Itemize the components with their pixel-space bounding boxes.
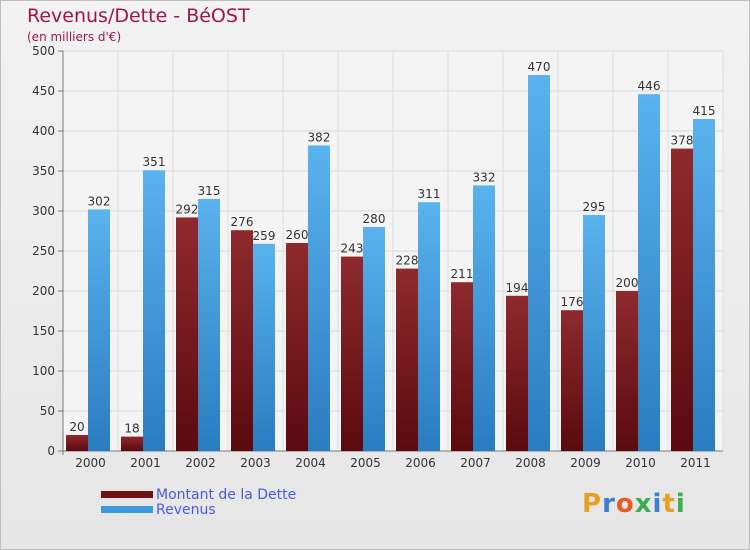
- logo-letter: o: [615, 489, 635, 519]
- data-label-revenus: 315: [198, 184, 221, 198]
- bar-debt: [506, 295, 528, 451]
- proxiti-logo: Proxiti: [582, 489, 686, 519]
- legend-item-revenus: Revenus: [101, 501, 296, 518]
- data-label-revenus: 415: [693, 104, 716, 118]
- x-tick-label: 2001: [130, 456, 161, 470]
- bar-revenus: [363, 227, 385, 451]
- data-label-revenus: 259: [253, 229, 276, 243]
- bar-debt: [616, 291, 638, 451]
- x-tick-label: 2005: [350, 456, 381, 470]
- y-tick-label: 100: [32, 364, 55, 378]
- x-tick-label: 2007: [460, 456, 491, 470]
- y-tick-label: 200: [32, 284, 55, 298]
- data-label-debt: 194: [506, 281, 529, 295]
- bar-revenus: [88, 209, 110, 451]
- legend-item-debt: Montant de la Dette: [101, 486, 297, 503]
- bar-debt: [561, 310, 583, 451]
- y-tick-label: 450: [32, 84, 55, 98]
- logo-letter: t: [662, 489, 676, 519]
- x-tick-label: 2010: [625, 456, 656, 470]
- bar-revenus: [143, 170, 165, 451]
- bar-debt: [451, 282, 473, 451]
- data-label-debt: 276: [231, 215, 254, 229]
- data-label-debt: 211: [451, 267, 474, 281]
- logo-letter: i: [652, 489, 663, 519]
- bar-debt: [231, 230, 253, 451]
- bar-revenus: [418, 202, 440, 451]
- bar-debt: [396, 268, 418, 451]
- bar-debt: [671, 148, 693, 451]
- x-tick-label: 2009: [570, 456, 601, 470]
- data-label-revenus: 382: [308, 130, 331, 144]
- logo-letter: i: [675, 489, 686, 519]
- data-label-debt: 20: [69, 420, 84, 434]
- data-label-revenus: 311: [418, 187, 441, 201]
- legend-label-revenus: Revenus: [156, 501, 216, 518]
- bar-revenus: [693, 119, 715, 451]
- data-label-debt: 292: [176, 202, 199, 216]
- chart-subtitle: (en milliers d'€): [27, 30, 122, 44]
- data-label-debt: 176: [561, 295, 584, 309]
- legend: Montant de la Dette Revenus: [101, 486, 297, 518]
- data-label-revenus: 302: [88, 194, 111, 208]
- x-tick-label: 2008: [515, 456, 546, 470]
- legend-swatch-debt: [101, 491, 153, 498]
- data-label-revenus: 295: [583, 200, 606, 214]
- bar-revenus: [638, 94, 660, 451]
- bar-revenus: [528, 75, 550, 451]
- bar-revenus: [308, 145, 330, 451]
- data-label-debt: 18: [124, 422, 139, 436]
- legend-label-debt: Montant de la Dette: [156, 486, 297, 503]
- y-tick-label: 50: [40, 404, 55, 418]
- y-tick-label: 300: [32, 204, 55, 218]
- bar-revenus: [583, 215, 605, 451]
- x-tick-label: 2006: [405, 456, 436, 470]
- x-tick-label: 2004: [295, 456, 326, 470]
- legend-swatch-revenus: [101, 506, 153, 513]
- y-tick-label: 0: [47, 444, 55, 458]
- y-tick-label: 500: [32, 44, 55, 58]
- data-label-debt: 200: [616, 276, 639, 290]
- data-label-debt: 378: [671, 134, 694, 148]
- data-label-revenus: 446: [638, 79, 661, 93]
- bar-debt: [121, 436, 143, 451]
- bar-revenus: [253, 243, 275, 451]
- bar-debt: [286, 243, 308, 451]
- bar-debt: [66, 435, 88, 451]
- bar-debt: [341, 256, 363, 451]
- bar-revenus: [198, 199, 220, 451]
- bar-debt: [176, 217, 198, 451]
- data-label-revenus: 470: [528, 60, 551, 74]
- data-label-revenus: 280: [363, 212, 386, 226]
- data-label-debt: 228: [396, 254, 419, 268]
- data-label-revenus: 332: [473, 170, 496, 184]
- logo-letter: x: [634, 489, 653, 519]
- data-label-debt: 260: [286, 228, 309, 242]
- bar-revenus: [473, 185, 495, 451]
- logo-letter: r: [602, 489, 616, 519]
- chart-title: Revenus/Dette - BéOST: [27, 5, 250, 27]
- x-tick-label: 2000: [75, 456, 106, 470]
- y-tick-label: 150: [32, 324, 55, 338]
- x-tick-label: 2002: [185, 456, 216, 470]
- y-tick-label: 250: [32, 244, 55, 258]
- x-tick-label: 2003: [240, 456, 271, 470]
- data-label-revenus: 351: [143, 155, 166, 169]
- x-tick-label: 2011: [680, 456, 711, 470]
- data-label-debt: 243: [341, 242, 364, 256]
- logo-letter: P: [582, 489, 603, 519]
- y-tick-label: 350: [32, 164, 55, 178]
- y-tick-label: 400: [32, 124, 55, 138]
